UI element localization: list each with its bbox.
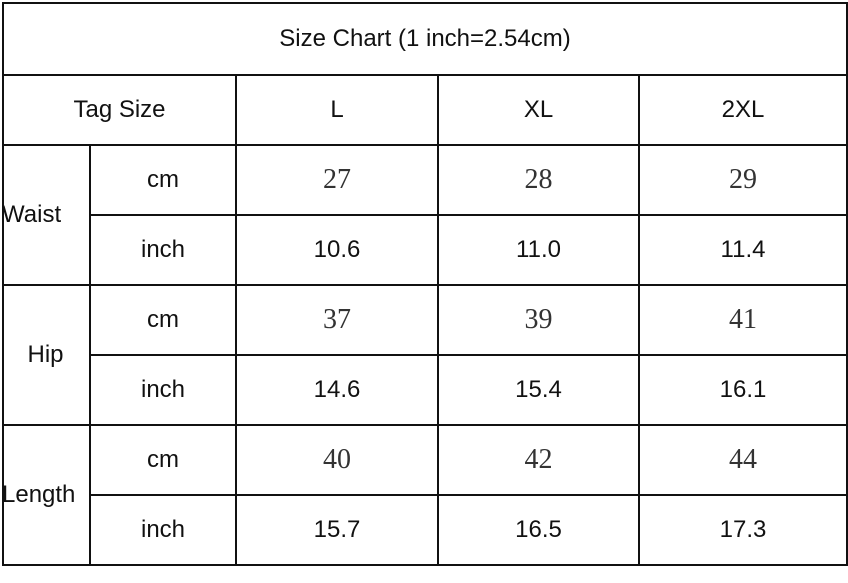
cell: 40 <box>235 424 439 496</box>
cell: 27 <box>235 144 439 216</box>
group-label-length: Length <box>2 424 91 566</box>
cell: 14.6 <box>235 354 439 426</box>
unit-label: inch <box>89 354 237 426</box>
cell: 41 <box>637 284 848 356</box>
table-row: inch 14.6 15.4 16.1 <box>3 354 848 426</box>
group-label-hip: Hip <box>2 284 91 426</box>
cell: 44 <box>637 424 848 496</box>
cell: 28 <box>437 144 640 216</box>
chart-title: Size Chart (1 inch=2.54cm) <box>1 2 848 76</box>
cell: 16.1 <box>637 354 848 426</box>
unit-label: cm <box>89 284 237 356</box>
header-row: Tag Size L XL 2XL <box>2 74 848 146</box>
tag-size-header: Tag Size <box>2 74 237 146</box>
cell: 37 <box>235 284 439 356</box>
unit-label: inch <box>89 214 237 286</box>
size-chart-table: Size Chart (1 inch=2.54cm) Tag Size L XL… <box>1 2 848 566</box>
cell: 15.4 <box>437 354 640 426</box>
unit-label: cm <box>89 424 237 496</box>
title-row: Size Chart (1 inch=2.54cm) <box>1 2 848 76</box>
cell: 16.5 <box>437 494 640 566</box>
unit-label: inch <box>89 494 237 566</box>
cell: 39 <box>437 284 640 356</box>
cell: 42 <box>437 424 640 496</box>
table-row: inch 15.7 16.5 17.3 <box>3 494 848 566</box>
table-row: Hip cm 37 39 41 <box>2 284 848 426</box>
cell: 11.4 <box>637 214 848 286</box>
group-label-waist: Waist <box>2 144 91 286</box>
cell: 29 <box>637 144 848 216</box>
table-row: Waist cm 27 28 29 <box>2 144 848 286</box>
unit-label: cm <box>89 144 237 216</box>
cell: 15.7 <box>235 494 439 566</box>
cell: 10.6 <box>235 214 439 286</box>
size-header-2xl: 2XL <box>637 74 848 146</box>
cell: 11.0 <box>437 214 640 286</box>
size-header-l: L <box>235 74 439 146</box>
cell: 17.3 <box>637 494 848 566</box>
table-row: Length cm 40 42 44 <box>2 424 848 566</box>
size-header-xl: XL <box>437 74 640 146</box>
table-row: inch 10.6 11.0 11.4 <box>3 214 848 286</box>
